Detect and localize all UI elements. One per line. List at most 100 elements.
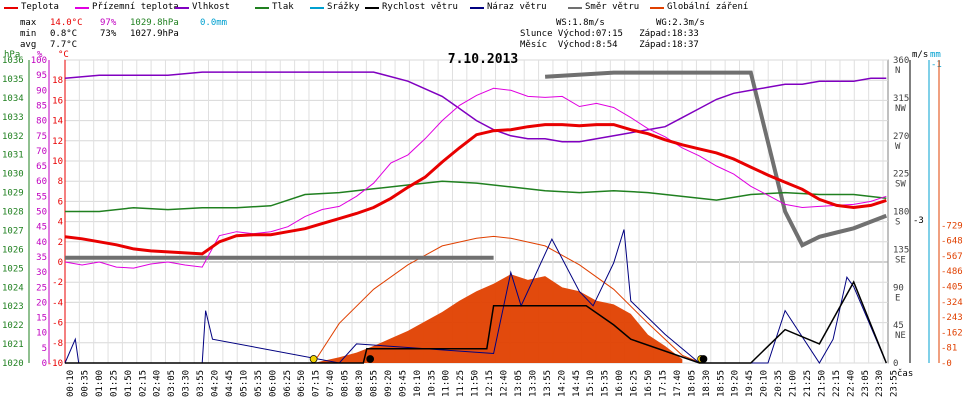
legend-swatch — [650, 7, 664, 9]
axis-tick-hpa: 1025 — [2, 264, 24, 274]
axis-tick-hpa: 1034 — [2, 94, 24, 104]
axis-tick-hpa: 1027 — [2, 226, 24, 236]
marker-moonset — [699, 355, 708, 363]
legend-swatch — [75, 7, 89, 9]
x-tick-label: 13:30 — [528, 370, 538, 397]
x-tick-label: 20:10 — [760, 370, 770, 397]
stats-max-label: max — [20, 18, 37, 28]
axis-tick-temp: 4 — [58, 218, 63, 228]
legend-swatch — [470, 7, 484, 9]
x-tick-label: 12:15 — [485, 370, 495, 397]
axis-unit-hpa: hPa — [4, 50, 20, 60]
axis-tick-pct: 0 — [42, 359, 47, 369]
legend-swatch — [568, 7, 582, 9]
x-tick-label: 21:25 — [803, 370, 813, 397]
axis-tick-pct: 5 — [42, 344, 47, 354]
axis-tick-temp: -10 — [47, 359, 63, 369]
stats-max-row: max — [20, 18, 36, 29]
x-tick-label: 14:20 — [557, 370, 567, 397]
legend-swatch — [4, 7, 18, 9]
axis-tick-ms: -3 — [913, 216, 924, 226]
legend-swatch — [175, 7, 189, 9]
x-tick-label: 07:40 — [326, 370, 336, 397]
x-tick-label: 18:30 — [702, 370, 712, 397]
x-tick-label: 08:30 — [355, 370, 365, 397]
legend-label: Teplota — [21, 2, 59, 12]
axis-tick-pct: 100 — [31, 56, 47, 66]
series-prizemni-teplota — [64, 87, 887, 269]
axis-tick-dir: 180 — [893, 208, 909, 218]
axis-tick-temp: 10 — [52, 157, 63, 167]
axis-tick-temp: 14 — [52, 117, 63, 127]
series-globalni-zareni — [313, 274, 683, 363]
x-tick-label: 13:05 — [514, 370, 524, 397]
x-tick-label: 18:05 — [687, 370, 697, 397]
axis-tick-pct: 35 — [36, 253, 47, 263]
axis-tick-wm2: -0 — [941, 359, 952, 369]
axis-tick-hpa: 1032 — [2, 132, 24, 142]
series-naraz-vetru — [64, 229, 887, 364]
x-tick-label: 18:55 — [716, 370, 726, 397]
axis-tick-pct: 85 — [36, 101, 47, 111]
axis-tick-temp: 6 — [58, 197, 63, 207]
moon-times: Měsíc Východ:8:54 Západ:18:37 — [520, 40, 699, 50]
series-smer-vetru — [544, 70, 888, 248]
axis-tick-dir: 45 — [893, 321, 904, 331]
x-tick-label: 06:25 — [283, 370, 293, 397]
x-tick-label: 03:55 — [196, 370, 206, 397]
axis-tick-pct: 95 — [36, 71, 47, 81]
x-tick-label: 01:25 — [109, 370, 119, 397]
stats-min-press: 1027.9hPa — [130, 29, 179, 39]
legend-label: Srážky — [327, 2, 360, 12]
axis-tick-temp: 16 — [52, 96, 63, 106]
axis-tick-wm2: -81 — [941, 344, 957, 354]
axis-tick-temp: 18 — [52, 76, 63, 86]
series-tlak — [65, 180, 887, 213]
x-axis-label: čas — [897, 368, 913, 379]
legend-label: Náraz větru — [487, 2, 547, 12]
stats-max-temp: 14.0°C — [50, 18, 83, 28]
axis-tick-hpa: 1035 — [2, 75, 24, 85]
axis-unit-mm: mm — [930, 50, 941, 60]
axis-tick-wm2: -486 — [941, 267, 963, 277]
axis-tick-pct: 70 — [36, 147, 47, 157]
x-tick-label: 15:10 — [586, 370, 596, 397]
axis-tick-hpa: 1020 — [2, 359, 24, 369]
axis-tick-hpa: 1023 — [2, 302, 24, 312]
axis-tick-dir: 0 — [893, 359, 898, 369]
axis-tick-hpa: 1028 — [2, 208, 24, 218]
x-tick-label: 13:55 — [543, 370, 553, 397]
x-tick-label: 04:20 — [211, 370, 221, 397]
marker-moonrise — [366, 355, 375, 363]
axis-tick-temp: -2 — [52, 278, 63, 288]
legend-swatch — [310, 7, 324, 9]
axis-tick-hpa: 1031 — [2, 151, 24, 161]
x-tick-label: 05:35 — [254, 370, 264, 397]
x-tick-label: 10:35 — [427, 370, 437, 397]
axis-tick-hpa: 1024 — [2, 283, 24, 293]
axis-tick-temp: -8 — [52, 339, 63, 349]
x-tick-label: 06:50 — [297, 370, 307, 397]
axis-unit-temp: °C — [58, 50, 69, 60]
x-tick-label: 19:45 — [745, 370, 755, 397]
axis-tick-dir: 90 — [893, 283, 904, 293]
axis-tick-pct: 60 — [36, 177, 47, 187]
x-tick-label: 11:50 — [471, 370, 481, 397]
x-tick-label: 14:45 — [572, 370, 582, 397]
x-tick-label: 23:55 — [890, 370, 900, 397]
axis-tick-dir: 315 — [893, 94, 909, 104]
legend-label: Tlak — [272, 2, 294, 12]
axis-tick-dir: 225 — [893, 170, 909, 180]
axis-tick-dir: 270 — [893, 132, 909, 142]
axis-tick-pct: 25 — [36, 283, 47, 293]
x-tick-label: 08:55 — [369, 370, 379, 397]
x-tick-label: 08:05 — [341, 370, 351, 397]
x-tick-label: 00:35 — [80, 370, 90, 397]
chart-title: 7.10.2013 — [448, 52, 518, 67]
x-tick-label: 23:30 — [875, 370, 885, 397]
axis-tick-pct: 15 — [36, 314, 47, 324]
x-tick-label: 00:10 — [66, 370, 76, 397]
x-tick-label: 01:00 — [95, 370, 105, 397]
axis-tick-wm2: -648 — [941, 237, 963, 247]
